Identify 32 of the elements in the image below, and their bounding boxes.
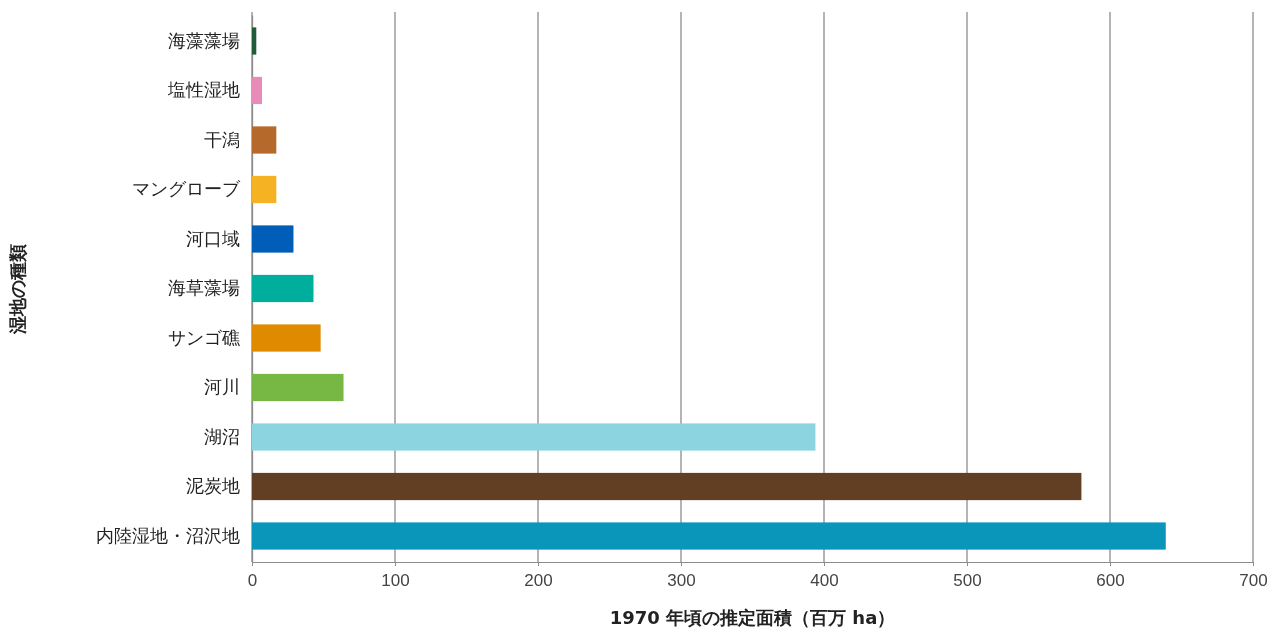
y-tick-label: 海草藻場 bbox=[168, 278, 240, 299]
y-tick-label: 泥炭地 bbox=[186, 476, 240, 497]
y-tick-label: 干潟 bbox=[204, 129, 240, 150]
bar bbox=[252, 423, 816, 451]
y-axis-title: 湿地の種類 bbox=[7, 243, 28, 335]
bar bbox=[252, 472, 1082, 501]
y-tick-label: 塩性湿地 bbox=[167, 80, 240, 101]
y-tick-label: 海藻藻場 bbox=[168, 30, 240, 51]
x-axis-title: 1970 年頃の推定面積（百万 ha） bbox=[609, 607, 896, 628]
x-tick-label: 0 bbox=[247, 571, 258, 591]
x-tick-label: 100 bbox=[381, 571, 410, 591]
y-tick-label: 河口域 bbox=[186, 228, 240, 249]
bar bbox=[252, 522, 1166, 550]
bar bbox=[252, 225, 294, 253]
x-tick-label: 400 bbox=[810, 571, 839, 591]
bar bbox=[252, 373, 344, 402]
bar bbox=[252, 27, 257, 55]
bar bbox=[252, 76, 263, 105]
x-tick-label: 300 bbox=[667, 571, 696, 591]
y-tick-label: 河川 bbox=[204, 377, 240, 398]
y-tick-label: 内陸湿地・沼沢地 bbox=[96, 525, 240, 546]
bar bbox=[252, 324, 321, 352]
bar bbox=[252, 175, 277, 204]
x-tick-label: 700 bbox=[1239, 571, 1268, 591]
y-tick-label: マングローブ bbox=[132, 179, 241, 200]
x-tick-label: 200 bbox=[524, 571, 553, 591]
x-tick-label: 500 bbox=[953, 571, 982, 591]
bar bbox=[252, 126, 277, 154]
x-tick-label: 600 bbox=[1096, 571, 1125, 591]
y-tick-label: サンゴ礁 bbox=[168, 327, 240, 348]
bar bbox=[252, 274, 314, 303]
y-tick-label: 湖沼 bbox=[204, 426, 240, 447]
